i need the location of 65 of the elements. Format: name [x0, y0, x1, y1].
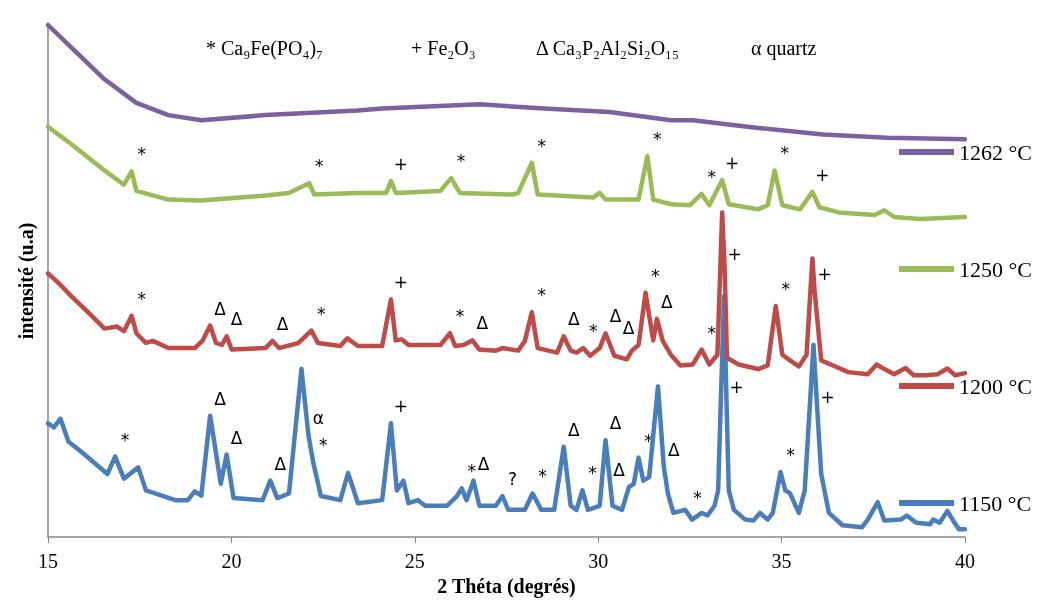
x-tick-label: 30: [588, 550, 609, 572]
annotation: Δ: [613, 459, 626, 480]
x-tick-label: 25: [404, 550, 425, 572]
annotation: *: [318, 435, 328, 456]
annotation: Δ: [276, 313, 289, 334]
annotation: +: [393, 154, 409, 175]
annotation: +: [815, 164, 830, 185]
annotation: Δ: [567, 419, 580, 440]
annotation: *: [651, 265, 660, 286]
annotation: Δ: [622, 318, 635, 338]
x-axis-title: 2 Théta (degrés): [437, 574, 576, 598]
annotation: *: [786, 444, 795, 465]
annotation: +: [729, 376, 744, 397]
y-axis-title: intensité (u.a): [15, 222, 38, 340]
annotation: α quartz: [751, 37, 817, 60]
annotation: Δ Ca₃P₂Al₂Si₂O₁₅: [536, 37, 680, 59]
annotation: +: [820, 387, 835, 408]
annotation: Δ: [476, 313, 489, 334]
annotation: *: [781, 279, 790, 300]
annotation: + Fe₂O₃: [411, 37, 476, 59]
annotation: *: [537, 285, 547, 306]
annotation: Δ: [477, 453, 490, 474]
annotation: *: [707, 166, 716, 187]
annotation: Δ: [214, 298, 227, 319]
annotation: *: [314, 156, 324, 177]
annotation: *: [653, 129, 662, 150]
annotation: Δ: [230, 427, 243, 448]
x-tick-label: 15: [38, 550, 58, 572]
annotation: *: [317, 303, 326, 324]
annotation: *: [693, 488, 702, 509]
annotation: ?: [507, 469, 517, 490]
annotation: Δ: [661, 291, 674, 312]
annotation: +: [817, 264, 832, 285]
annotation: +: [393, 396, 409, 417]
annotation: *: [538, 466, 547, 487]
annotation: *: [780, 143, 789, 164]
x-tick-label: 35: [771, 550, 792, 572]
annotation: Δ: [214, 388, 227, 409]
annotation: +: [393, 272, 409, 293]
annotation: *: [137, 144, 146, 165]
annotation: Δ: [609, 413, 622, 434]
annotation: Δ: [230, 309, 243, 330]
annotation: Δ: [274, 453, 287, 474]
annotation: *: [120, 429, 130, 450]
x-tick-label: 20: [221, 550, 242, 572]
x-tick-label: 40: [955, 550, 975, 572]
annotation: *: [137, 288, 146, 309]
annotation: Δ: [567, 309, 580, 330]
annotation: *: [467, 461, 476, 482]
annotation: α: [312, 408, 325, 429]
annotation: * Ca₉Fe(PO₄)₇: [206, 37, 324, 60]
legend-label: 1200 °C: [959, 373, 1033, 399]
legend-label: 1150 °C: [959, 490, 1032, 516]
annotation: +: [725, 153, 740, 174]
annotation: *: [588, 321, 598, 342]
annotation: *: [588, 463, 597, 484]
annotation: *: [707, 322, 716, 343]
annotation: *: [456, 151, 466, 172]
annotation: Δ: [609, 306, 622, 327]
legend-label: 1250 °C: [959, 256, 1033, 282]
annotation: +: [727, 243, 742, 264]
annotation: *: [455, 306, 465, 327]
legend-label: 1262 °C: [959, 139, 1033, 165]
annotation: Δ: [668, 440, 681, 461]
annotation: *: [537, 135, 547, 156]
